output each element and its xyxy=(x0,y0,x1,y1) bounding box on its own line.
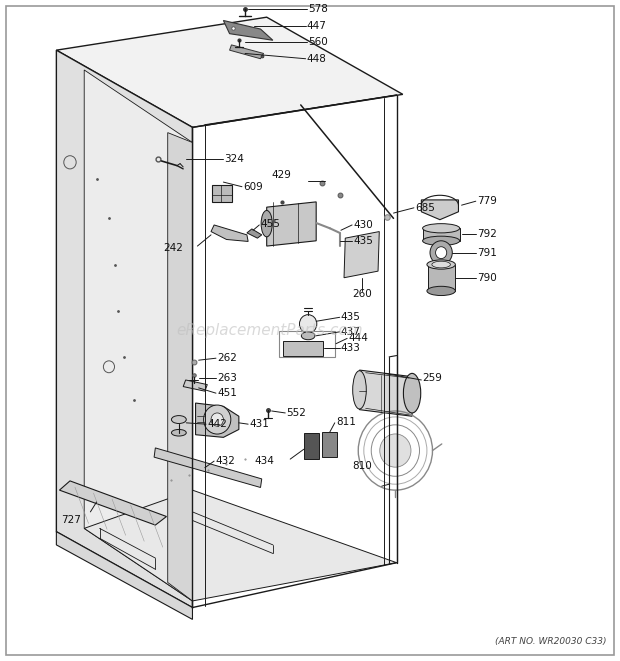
Text: 260: 260 xyxy=(352,290,372,299)
FancyBboxPatch shape xyxy=(322,432,337,457)
FancyBboxPatch shape xyxy=(212,185,232,202)
Text: 444: 444 xyxy=(348,333,368,344)
Polygon shape xyxy=(168,133,192,601)
Text: 434: 434 xyxy=(254,456,274,466)
Text: 560: 560 xyxy=(308,37,328,47)
Polygon shape xyxy=(60,481,167,525)
Text: 324: 324 xyxy=(224,154,244,164)
Ellipse shape xyxy=(172,430,186,436)
Text: 432: 432 xyxy=(215,456,235,466)
Text: 792: 792 xyxy=(477,229,497,239)
Text: 727: 727 xyxy=(61,516,81,525)
Polygon shape xyxy=(360,370,412,416)
Text: 685: 685 xyxy=(415,203,435,213)
Text: 430: 430 xyxy=(353,220,373,230)
Text: (ART NO. WR20030 C33): (ART NO. WR20030 C33) xyxy=(495,637,607,646)
Text: 263: 263 xyxy=(217,373,237,383)
Ellipse shape xyxy=(423,223,459,233)
Circle shape xyxy=(299,315,317,333)
Ellipse shape xyxy=(172,416,186,424)
Polygon shape xyxy=(211,225,248,241)
Text: 791: 791 xyxy=(477,248,497,258)
Ellipse shape xyxy=(301,332,315,340)
Polygon shape xyxy=(84,70,192,601)
Ellipse shape xyxy=(432,261,450,268)
Text: 448: 448 xyxy=(307,54,327,63)
Text: 447: 447 xyxy=(307,20,327,31)
Polygon shape xyxy=(56,50,192,607)
Ellipse shape xyxy=(427,260,455,269)
Text: 433: 433 xyxy=(341,343,361,354)
Text: 578: 578 xyxy=(308,3,328,14)
Polygon shape xyxy=(247,229,262,238)
Polygon shape xyxy=(183,380,207,391)
Text: 429: 429 xyxy=(272,171,291,180)
Text: 431: 431 xyxy=(249,419,269,429)
Circle shape xyxy=(380,434,411,467)
Text: 810: 810 xyxy=(352,461,372,471)
Polygon shape xyxy=(56,17,403,128)
Text: 552: 552 xyxy=(286,408,306,418)
Circle shape xyxy=(436,247,447,258)
Circle shape xyxy=(211,413,223,426)
Text: 811: 811 xyxy=(336,416,356,426)
Text: 609: 609 xyxy=(243,182,263,192)
Text: 435: 435 xyxy=(353,237,373,247)
Polygon shape xyxy=(428,264,455,291)
Polygon shape xyxy=(344,231,379,278)
Text: eReplacementParts.com: eReplacementParts.com xyxy=(177,323,363,338)
Text: 262: 262 xyxy=(217,353,237,363)
Text: 455: 455 xyxy=(260,219,280,229)
Ellipse shape xyxy=(423,236,459,245)
Polygon shape xyxy=(423,228,459,241)
Polygon shape xyxy=(422,200,458,219)
Polygon shape xyxy=(229,45,264,59)
Text: 437: 437 xyxy=(341,327,361,337)
Text: 451: 451 xyxy=(217,388,237,398)
Text: 790: 790 xyxy=(477,273,497,283)
Ellipse shape xyxy=(261,210,272,237)
Text: 442: 442 xyxy=(207,419,227,429)
FancyBboxPatch shape xyxy=(283,341,323,356)
Polygon shape xyxy=(195,403,239,438)
Circle shape xyxy=(203,405,231,434)
Text: 779: 779 xyxy=(477,196,497,206)
Polygon shape xyxy=(84,490,397,601)
Text: 242: 242 xyxy=(163,243,183,253)
Text: 435: 435 xyxy=(341,312,361,323)
Polygon shape xyxy=(223,20,273,40)
Polygon shape xyxy=(154,448,262,487)
Polygon shape xyxy=(267,202,316,246)
Ellipse shape xyxy=(353,371,366,409)
Text: 259: 259 xyxy=(423,373,443,383)
Circle shape xyxy=(430,241,452,264)
Polygon shape xyxy=(56,531,192,619)
Ellipse shape xyxy=(404,373,421,413)
FancyBboxPatch shape xyxy=(304,433,319,459)
Ellipse shape xyxy=(427,286,455,295)
